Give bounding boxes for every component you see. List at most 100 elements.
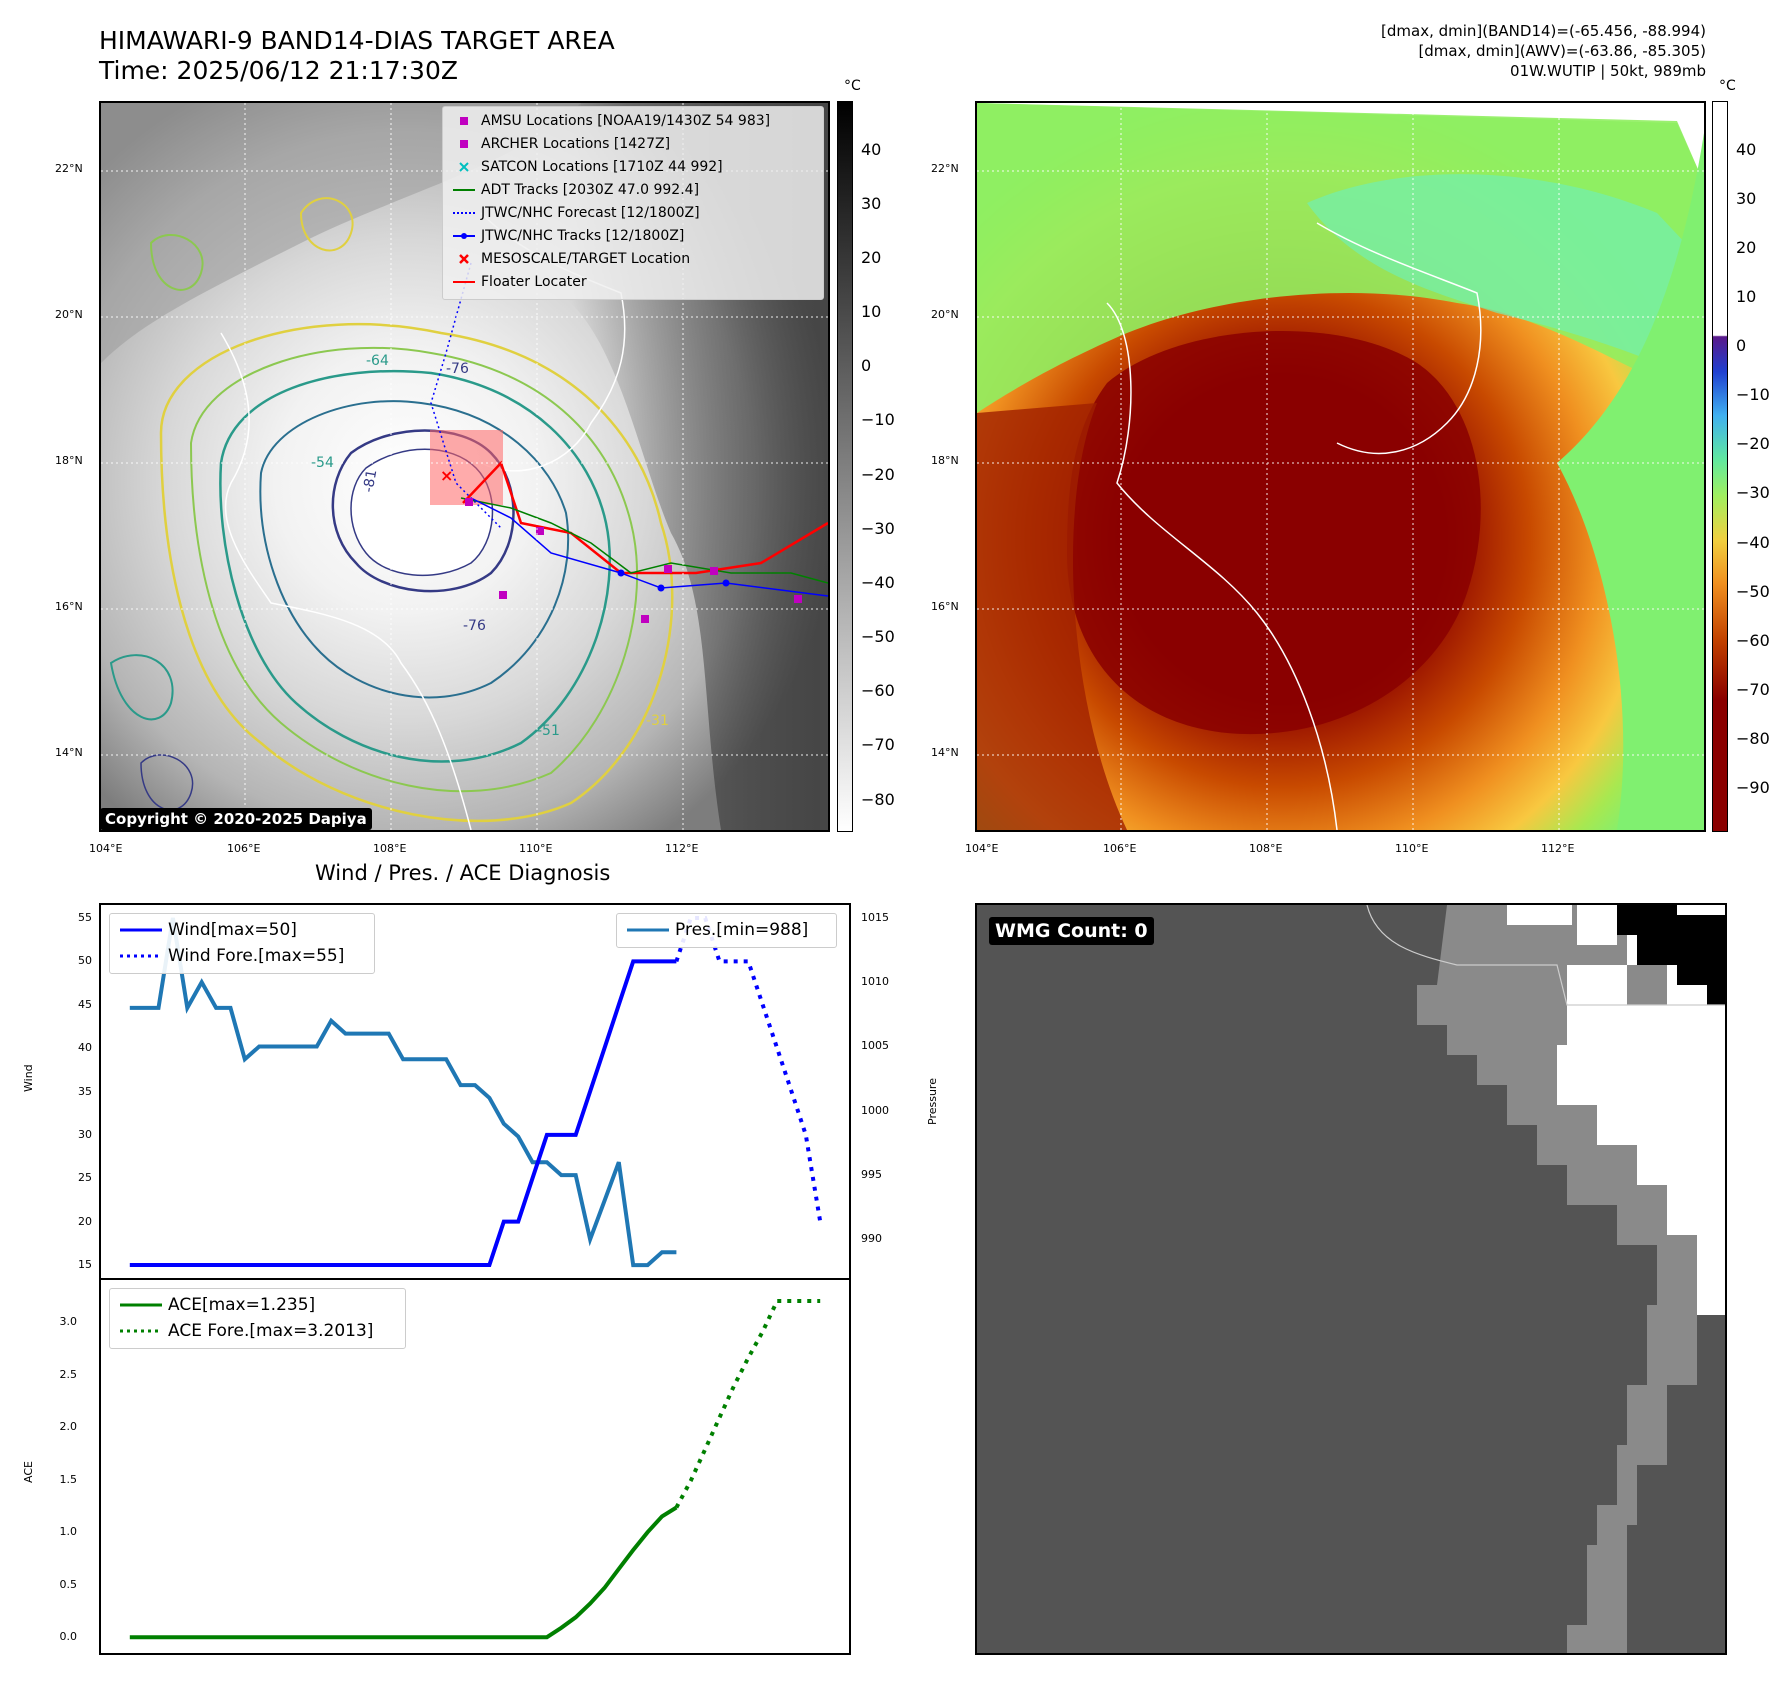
y-tick-label: 3.0	[59, 1315, 78, 1329]
legend-label: Pres.[min=988]	[675, 920, 809, 940]
wv-colorbar	[1712, 101, 1728, 832]
colorbar-tick-label: 30	[1736, 189, 1757, 209]
colorbar-tick-label: 30	[861, 193, 882, 213]
legend-item: Wind Fore.[max=55]	[120, 946, 344, 966]
lat-tick-label: 22°N	[931, 162, 959, 175]
legend-item: MESOSCALE/TARGET Location	[453, 249, 690, 269]
colorbar-tick-label: 0	[1736, 336, 1747, 356]
wind-axis-label: Wind	[22, 1064, 35, 1092]
contour-label: -54	[311, 455, 334, 471]
y-tick-label: 35	[78, 1084, 92, 1098]
y-tick-label: 990	[861, 1232, 882, 1246]
wmg-imagery	[1366, 905, 1725, 1653]
solid-line-icon	[627, 928, 669, 932]
y-tick-label: 995	[861, 1168, 882, 1182]
colorbar-tick-label: −80	[1736, 728, 1770, 748]
colorbar-tick-label: 40	[861, 139, 882, 159]
ace-axis-label: ACE	[22, 1461, 35, 1483]
series-line	[129, 917, 677, 1268]
lat-tick-label: 14°N	[55, 746, 83, 759]
square-marker-icon	[460, 140, 468, 148]
y-tick-label: 1000	[861, 1103, 889, 1117]
y-tick-label: 1005	[861, 1039, 889, 1053]
colorbar-tick-label: 10	[1736, 287, 1757, 307]
wv-colorbar-unit: °C	[1719, 78, 1736, 94]
legend-item: JTWC/NHC Forecast [12/1800Z]	[453, 203, 700, 223]
colorbar-tick-label: −50	[861, 627, 895, 647]
legend-item: ARCHER Locations [1427Z]	[453, 134, 670, 154]
colorbar-tick-label: −50	[1736, 581, 1770, 601]
wind-legend: Wind[max=50] Wind Fore.[max=55]	[109, 913, 375, 974]
lon-tick-label: 108°E	[373, 842, 407, 855]
colorbar-tick-label: −40	[861, 572, 895, 592]
legend-item: ACE[max=1.235]	[120, 1295, 315, 1315]
lon-tick-label: 104°E	[965, 842, 999, 855]
contour-label: -76	[446, 361, 469, 377]
y-tick-label: 1.5	[59, 1472, 78, 1486]
ace-plot[interactable]: ACE[max=1.235] ACE Fore.[max=3.2013]	[99, 1278, 851, 1655]
wind-pressure-plot[interactable]: Wind[max=50] Wind Fore.[max=55] Pres.[mi…	[99, 903, 851, 1280]
diagnosis-title: Wind / Pres. / ACE Diagnosis	[315, 861, 611, 885]
dotted-line-icon	[120, 954, 162, 958]
series-line	[129, 959, 677, 1267]
legend-label: ACE Fore.[max=3.2013]	[168, 1321, 374, 1341]
y-tick-label: 1.0	[59, 1525, 78, 1539]
ir-colorbar	[837, 101, 853, 832]
ace-legend: ACE[max=1.235] ACE Fore.[max=3.2013]	[109, 1288, 406, 1349]
y-tick-label: 0.0	[59, 1630, 78, 1644]
series-line	[674, 1299, 821, 1509]
colorbar-tick-label: 0	[861, 356, 872, 376]
lat-tick-label: 16°N	[55, 600, 83, 613]
contour-label: -51	[537, 723, 560, 739]
legend-label: ACE[max=1.235]	[168, 1295, 316, 1315]
lon-tick-label: 106°E	[1103, 842, 1137, 855]
y-tick-label: 15	[78, 1257, 92, 1271]
legend-label: Wind[max=50]	[168, 920, 297, 940]
legend-label: MESOSCALE/TARGET Location	[481, 251, 691, 267]
legend-item: Pres.[min=988]	[627, 920, 808, 940]
svg-text:×: ×	[440, 466, 453, 485]
square-marker-icon	[460, 117, 468, 125]
legend-label: Floater Locater	[481, 274, 587, 290]
contour-label: -64	[366, 353, 389, 369]
lon-tick-label: 112°E	[665, 842, 699, 855]
y-tick-label: 55	[78, 911, 92, 924]
ir-satellite-map[interactable]: × -76 -81 -64 -54 -76 -31 -51 AMSU Locat…	[99, 101, 830, 832]
legend-label: SATCON Locations [1710Z 44 992]	[481, 159, 723, 175]
colorbar-tick-label: −60	[861, 681, 895, 701]
awv-range-text: [dmax, dmin](AWV)=(-63.86, -85.305)	[1418, 42, 1706, 60]
copyright-badge: Copyright © 2020-2025 Dapiya	[101, 808, 372, 830]
colorbar-tick-label: −30	[1736, 483, 1770, 503]
y-tick-label: 25	[78, 1171, 92, 1185]
ir-colorbar-unit: °C	[844, 78, 861, 94]
lon-tick-label: 112°E	[1541, 842, 1575, 855]
y-tick-label: 1010	[861, 975, 889, 989]
legend-label: JTWC/NHC Tracks [12/1800Z]	[481, 228, 685, 244]
legend-item: JTWC/NHC Tracks [12/1800Z]	[453, 226, 684, 246]
lat-tick-label: 22°N	[55, 162, 83, 175]
pressure-legend: Pres.[min=988]	[616, 913, 837, 948]
wmg-panel[interactable]: WMG Count: 0	[975, 903, 1727, 1655]
colorbar-tick-label: 20	[1736, 238, 1757, 258]
legend-item: Floater Locater	[453, 272, 587, 292]
legend-item: Wind[max=50]	[120, 920, 297, 940]
wv-gridlines	[977, 103, 1704, 830]
series-line	[129, 1505, 678, 1640]
colorbar-tick-label: −40	[1736, 532, 1770, 552]
legend-item: AMSU Locations [NOAA19/1430Z 54 983]	[453, 111, 770, 131]
lon-tick-label: 110°E	[519, 842, 553, 855]
legend-label: ARCHER Locations [1427Z]	[481, 136, 671, 152]
colorbar-tick-label: −60	[1736, 630, 1770, 650]
colorbar-tick-label: −70	[861, 735, 895, 755]
colorbar-tick-label: 40	[1736, 140, 1757, 160]
lat-tick-label: 16°N	[931, 600, 959, 613]
y-tick-label: 45	[78, 997, 92, 1011]
pressure-axis-label: Pressure	[926, 1078, 939, 1125]
colorbar-tick-label: −10	[861, 410, 895, 430]
y-tick-label: 2.5	[59, 1367, 78, 1381]
colorbar-tick-label: −70	[1736, 679, 1770, 699]
contour-label: -31	[646, 713, 669, 729]
wv-satellite-map[interactable]	[975, 101, 1706, 832]
legend-label: Wind Fore.[max=55]	[168, 946, 345, 966]
y-tick-label: 1015	[861, 910, 889, 924]
